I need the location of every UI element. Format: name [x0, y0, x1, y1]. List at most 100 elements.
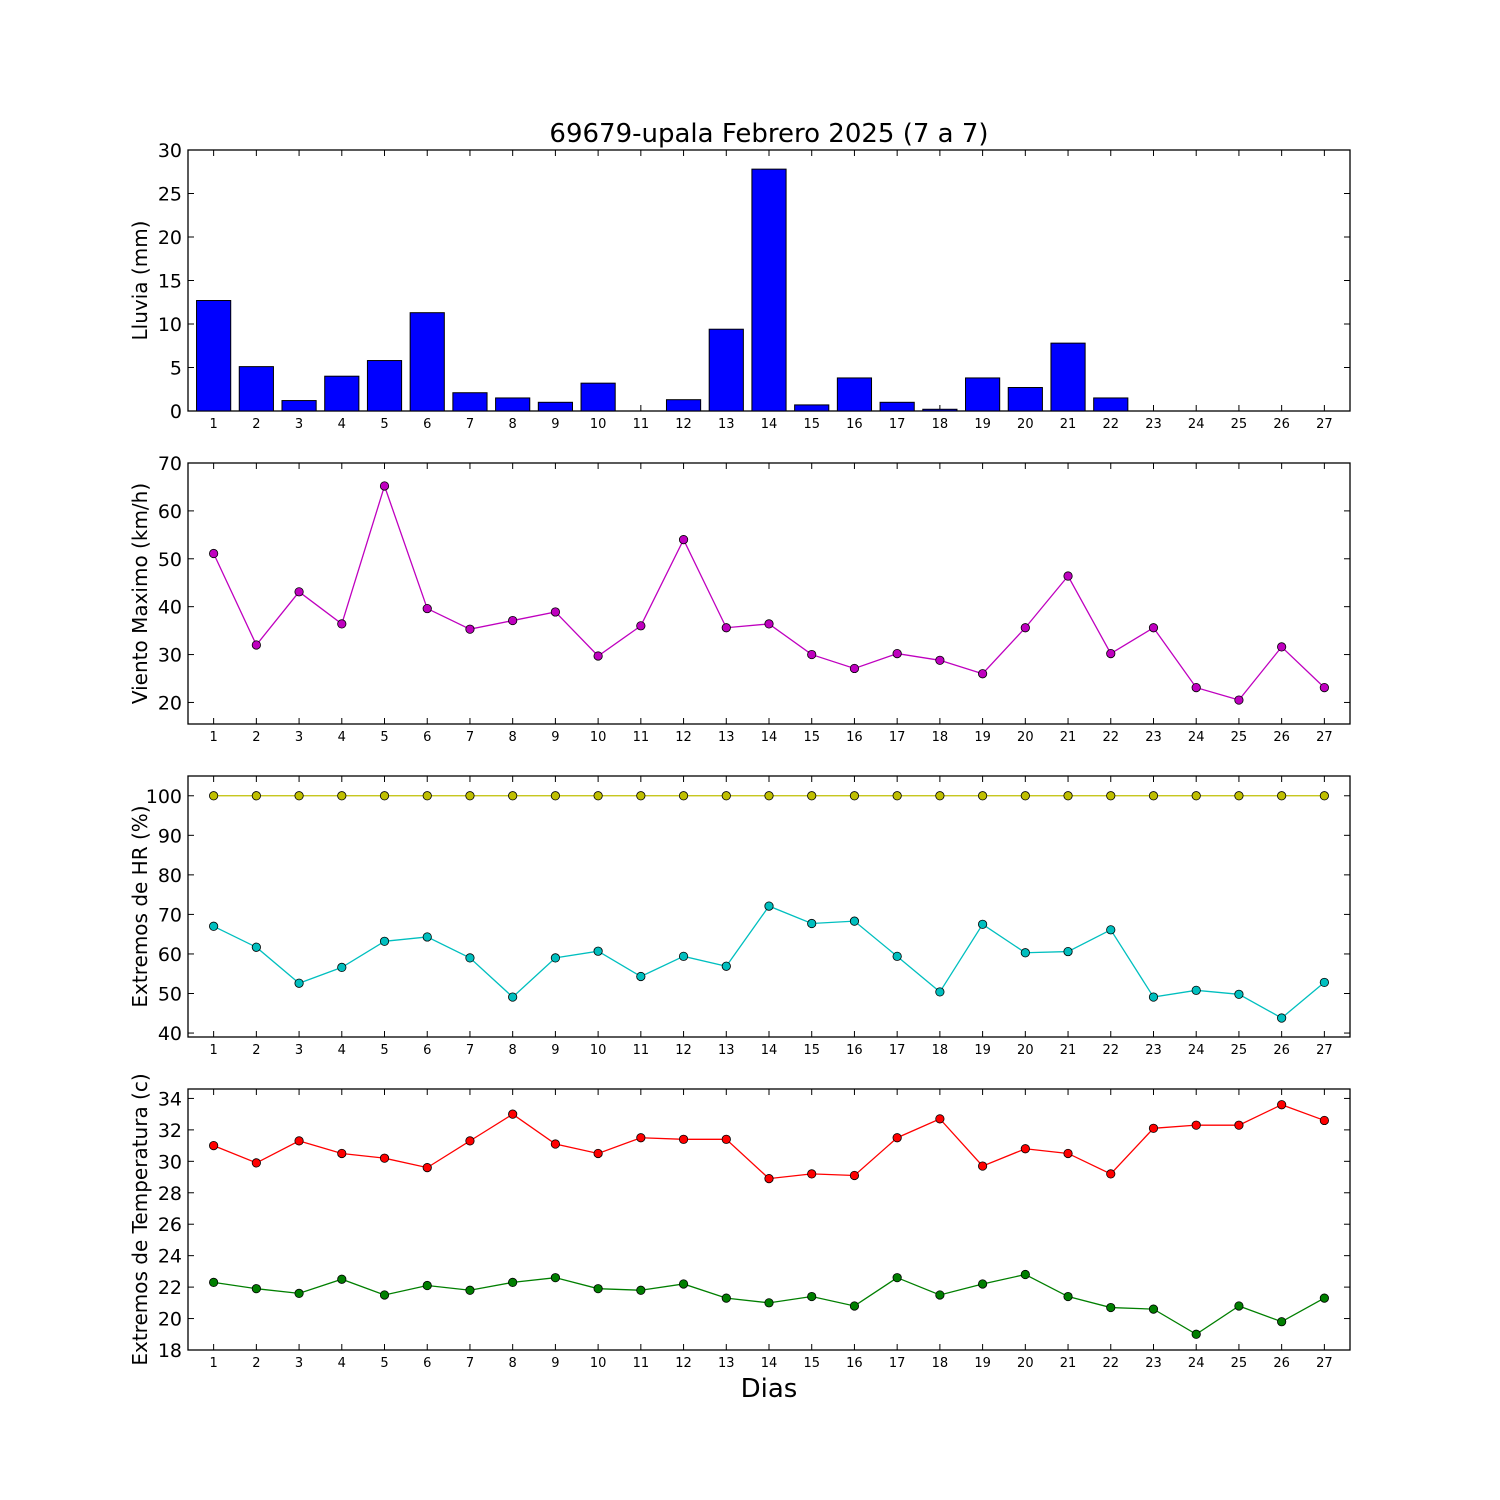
temperature-series-0-point	[764, 1174, 774, 1184]
humidity-series-1-point	[807, 918, 817, 929]
humidity-series-1-point	[508, 992, 518, 1002]
rain-bar	[965, 377, 1001, 412]
rain-ytick-label: 0	[170, 401, 182, 423]
temperature-xtick-label: 6	[423, 1356, 431, 1371]
wind-xtick-label: 3	[295, 730, 303, 745]
wind-xtick-label: 2	[252, 730, 260, 745]
rain-xtick-label: 16	[846, 417, 863, 432]
temperature-series-0-point	[209, 1141, 219, 1151]
rain-ytick-label: 30	[158, 140, 182, 162]
temperature-series-1-point	[251, 1284, 261, 1294]
humidity-series-0-point	[807, 791, 817, 801]
temperature-series-1-point	[978, 1279, 988, 1289]
wind-xtick-label: 1	[209, 730, 217, 745]
humidity-series-0-point	[209, 791, 219, 801]
wind-xtick-label: 25	[1231, 730, 1248, 745]
rain-bar	[665, 399, 702, 412]
temperature-series-0-point	[721, 1134, 731, 1144]
temperature-series-0-point	[1148, 1123, 1159, 1133]
humidity-xtick-label: 1	[209, 1043, 217, 1058]
rain-xtick-label: 24	[1188, 417, 1205, 432]
humidity-series-0-point	[337, 791, 347, 801]
rain-ytick-label: 5	[170, 358, 182, 380]
temperature-series-0-point	[1106, 1169, 1116, 1179]
wind-xtick-label: 9	[551, 730, 559, 745]
humidity-xtick-label: 10	[590, 1043, 607, 1058]
rain-xtick-label: 17	[889, 417, 906, 432]
wind-xtick-label: 11	[633, 730, 650, 745]
wind-xtick-label: 22	[1102, 730, 1119, 745]
temperature-series-0-point	[593, 1148, 603, 1159]
humidity-xtick-label: 9	[551, 1043, 559, 1058]
humidity-series-1-point	[849, 916, 860, 926]
wind-series-0-point	[337, 619, 347, 629]
humidity-series-1-point	[593, 946, 603, 956]
humidity-xtick-label: 25	[1231, 1043, 1248, 1058]
humidity-series-1-point	[1277, 1013, 1287, 1023]
temperature-xtick-label: 2	[252, 1356, 260, 1371]
humidity-series-1-point	[636, 971, 646, 982]
temperature-xtick-label: 8	[509, 1356, 517, 1371]
temperature-xtick-label: 16	[846, 1356, 863, 1371]
humidity-xtick-label: 26	[1273, 1043, 1290, 1058]
rain-xtick-label: 27	[1316, 417, 1333, 432]
temperature-series-1-point	[1277, 1317, 1287, 1327]
wind-xtick-label: 4	[338, 730, 346, 745]
temperature-series-1-point	[550, 1273, 560, 1283]
temperature-xtick-label: 5	[380, 1356, 388, 1371]
rain-ytick-label: 10	[158, 314, 182, 336]
temperature-xtick-label: 15	[803, 1356, 820, 1371]
rain-xtick-label: 10	[590, 417, 607, 432]
temperature-xtick-label: 17	[889, 1356, 906, 1371]
humidity-ytick-label: 50	[158, 984, 182, 1006]
humidity-series-1-line	[213, 905, 1325, 1019]
humidity-series-1-point	[209, 921, 219, 931]
humidity-series-1-point	[1148, 992, 1159, 1002]
wind-series-0-point	[1106, 649, 1116, 659]
wind-xtick-label: 16	[846, 730, 863, 745]
temperature-xtick-label: 11	[633, 1356, 650, 1371]
humidity-xtick-label: 27	[1316, 1043, 1333, 1058]
rain-xtick-label: 13	[718, 417, 735, 432]
humidity-series-1-point	[1234, 989, 1244, 999]
wind-ytick-label: 20	[158, 692, 182, 714]
temperature-series-1-point	[1191, 1329, 1201, 1339]
humidity-series-1-point	[978, 919, 988, 929]
wind-series-0-point	[550, 607, 560, 617]
temperature-xtick-label: 7	[466, 1356, 474, 1371]
humidity-ytick-label: 40	[158, 1023, 182, 1045]
rain-bar	[580, 382, 616, 412]
humidity-series-1-point	[422, 932, 432, 942]
humidity-series-1-point	[251, 942, 261, 952]
temperature-xtick-label: 14	[761, 1356, 778, 1371]
wind-series-0-point	[978, 669, 988, 679]
wind-series-0-point	[294, 587, 304, 597]
wind-xtick-label: 10	[590, 730, 607, 745]
wind-series-0-point	[251, 640, 261, 650]
humidity-xtick-label: 15	[803, 1043, 820, 1058]
humidity-series-1-point	[379, 936, 390, 946]
wind-ytick-label: 40	[158, 597, 182, 619]
humidity-series-0-point	[379, 791, 390, 801]
humidity-series-0-point	[251, 791, 261, 801]
rain-bar	[281, 400, 317, 412]
rain-xtick-label: 4	[338, 417, 346, 432]
rain-xtick-label: 20	[1017, 417, 1034, 432]
rain-bar	[1093, 397, 1129, 412]
temperature-series-1-point	[1234, 1301, 1244, 1311]
wind-xtick-label: 26	[1273, 730, 1290, 745]
humidity-series-0-point	[1234, 791, 1244, 801]
humidity-series-1-point	[465, 953, 475, 963]
temperature-series-0-line	[213, 1104, 1325, 1180]
humidity-series-1-point	[337, 962, 347, 973]
temperature-ytick-label: 28	[158, 1183, 182, 1205]
temperature-series-1-point	[1106, 1302, 1116, 1313]
wind-xtick-label: 20	[1017, 730, 1034, 745]
temperature-series-1-point	[1319, 1293, 1329, 1303]
humidity-series-0-point	[764, 791, 774, 801]
humidity-xtick-label: 18	[932, 1043, 949, 1058]
temperature-xtick-label: 12	[675, 1356, 692, 1371]
wind-xtick-label: 5	[380, 730, 388, 745]
wind-series-0-point	[1277, 642, 1287, 652]
temperature-series-0-point	[807, 1169, 817, 1179]
